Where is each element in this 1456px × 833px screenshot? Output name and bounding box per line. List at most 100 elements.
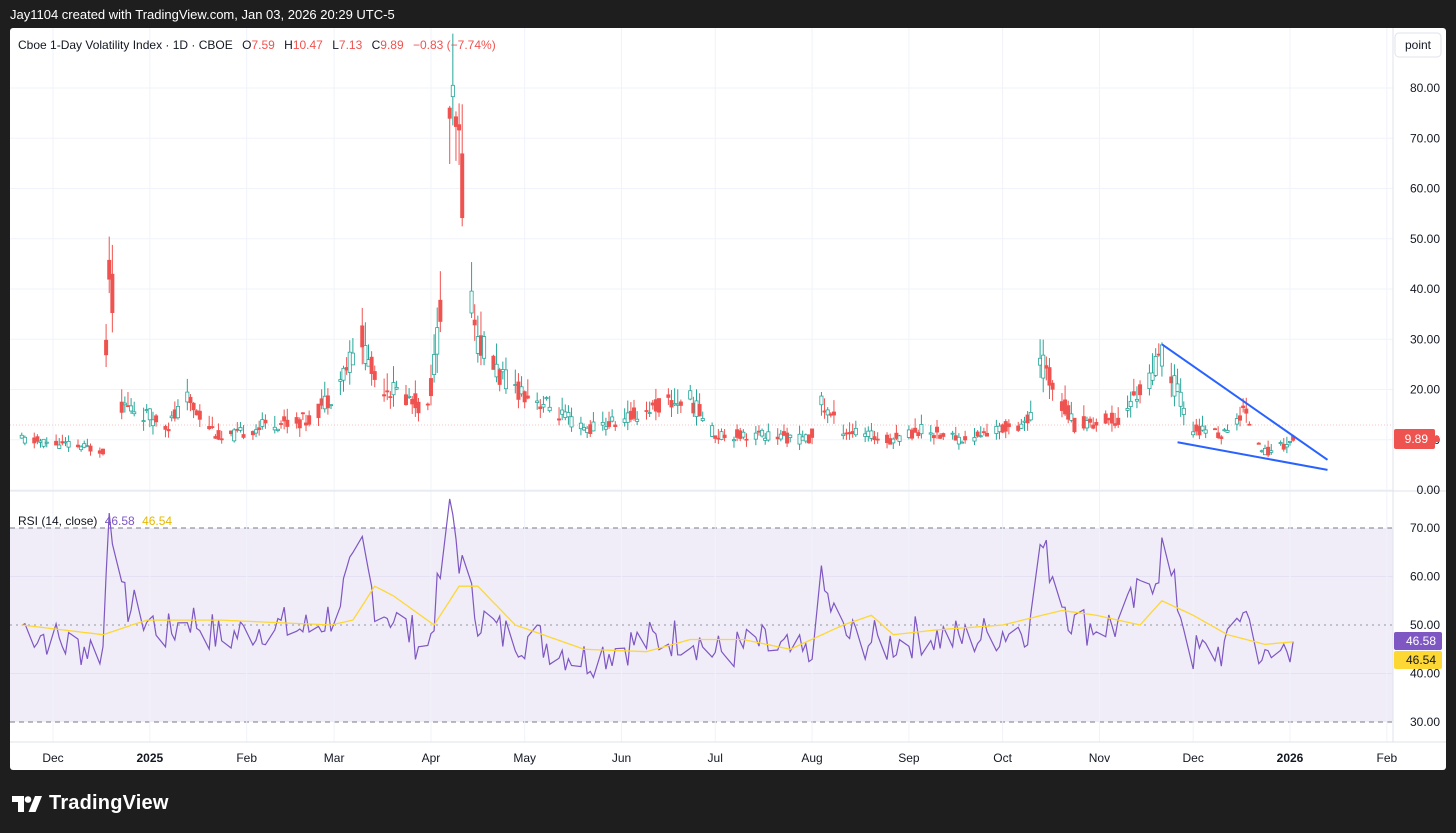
- candle-body: [607, 421, 612, 427]
- candle-body: [522, 391, 527, 403]
- candle-body: [913, 427, 918, 433]
- candle-body: [956, 436, 961, 445]
- candle-body: [350, 352, 355, 366]
- candle-body: [241, 434, 246, 438]
- chart-area[interactable]: 0.0010.0020.0030.0040.0050.0060.0070.008…: [10, 28, 1446, 770]
- candle-body: [1131, 391, 1136, 396]
- candle-body: [472, 319, 477, 326]
- candle-body: [1234, 418, 1239, 425]
- time-tick-label: 2025: [136, 751, 163, 765]
- candle-body: [60, 441, 65, 444]
- last-price-text: 9.89: [1405, 432, 1429, 446]
- candle-body: [931, 435, 936, 439]
- legend-line: Cboe 1-Day Volatility Index · 1D · CBOE …: [18, 38, 496, 52]
- candle-body: [841, 433, 846, 437]
- candle-body: [1006, 423, 1011, 428]
- candle-body: [803, 434, 808, 442]
- candle-body: [188, 396, 193, 404]
- candle-body: [1044, 365, 1049, 369]
- price-tick-label: 60.00: [1410, 182, 1440, 196]
- candle-body: [941, 433, 946, 437]
- candle-body: [238, 427, 243, 431]
- candle-body: [538, 406, 543, 410]
- candle-body: [1269, 450, 1274, 453]
- trendline-drawings[interactable]: [1161, 343, 1329, 471]
- candle-body: [1222, 429, 1227, 432]
- candle-body: [35, 436, 40, 442]
- candle-body: [360, 325, 365, 348]
- candle-body: [1081, 416, 1086, 429]
- credit-text: Jay1104 created with TradingView.com, Ja…: [10, 7, 395, 22]
- candle-body: [229, 430, 234, 435]
- candle-body: [279, 423, 284, 425]
- time-tick-label: Feb: [236, 751, 257, 765]
- time-tick-label: Aug: [801, 751, 822, 765]
- candle-body: [763, 437, 768, 441]
- candle-body: [1072, 417, 1077, 433]
- candle-body: [338, 379, 343, 382]
- candle-body: [566, 412, 571, 418]
- candle-body: [322, 395, 327, 410]
- candle-body: [525, 395, 530, 399]
- candle-body: [1281, 443, 1286, 450]
- chart-canvas[interactable]: 0.0010.0020.0030.0040.0050.0060.0070.008…: [10, 28, 1446, 770]
- candle-body: [22, 436, 27, 444]
- brand-name: TradingView: [49, 792, 169, 814]
- candle-body: [756, 430, 761, 433]
- candle-body: [1194, 424, 1199, 432]
- candle-body: [1225, 430, 1230, 433]
- time-tick-label: Oct: [993, 751, 1012, 765]
- candle-body: [428, 378, 433, 397]
- candle-body: [232, 429, 237, 442]
- candle-body: [1088, 418, 1093, 423]
- price-axis[interactable]: 0.0010.0020.0030.0040.0050.0060.0070.008…: [1410, 81, 1440, 497]
- legend-open-label: O: [242, 38, 251, 52]
- candle-body: [216, 430, 221, 440]
- candle-body: [469, 290, 474, 314]
- candle-body: [888, 438, 893, 445]
- candle-body: [410, 398, 415, 405]
- candle-body: [282, 416, 287, 422]
- candle-series: [19, 33, 1296, 458]
- candle-body: [697, 404, 702, 417]
- candle-body: [716, 437, 721, 440]
- candle-body: [66, 440, 71, 448]
- candle-body: [806, 434, 811, 444]
- footer: TradingView: [0, 770, 1456, 833]
- candle-body: [953, 435, 958, 441]
- candle-body: [366, 359, 371, 367]
- candle-body: [97, 450, 102, 454]
- time-axis[interactable]: Dec 2025 Feb Mar Apr May Jun Jul Aug Sep Oct Nov Dec…: [42, 751, 1397, 765]
- price-tick-label: 80.00: [1410, 81, 1440, 95]
- rsi-grid: [10, 527, 1393, 723]
- price-tick-label: 30.00: [1410, 332, 1440, 346]
- brand-logo[interactable]: TradingView: [12, 792, 169, 815]
- scale-mode-button[interactable]: point: [1394, 32, 1442, 58]
- rsi-legend: RSI (14, close) 46.58 46.54: [18, 514, 172, 528]
- candle-body: [1213, 428, 1218, 431]
- candle-body: [775, 436, 780, 440]
- rsi-ma-badge-text: 46.54: [1406, 653, 1436, 667]
- candle-body: [766, 431, 771, 441]
- rsi-axis[interactable]: 30.00 40.00 50.00 60.00 70.00: [1410, 521, 1440, 729]
- candle-body: [694, 400, 699, 417]
- candle-body: [447, 107, 452, 119]
- candle-body: [125, 405, 130, 407]
- candle-body: [416, 401, 421, 414]
- candle-body: [119, 401, 124, 413]
- candle-body: [82, 443, 87, 448]
- candle-body: [975, 431, 980, 437]
- time-tick-label: Mar: [324, 751, 345, 765]
- candle-body: [1022, 420, 1027, 423]
- candle-body: [1284, 444, 1289, 448]
- candle-body: [919, 424, 924, 435]
- candle-body: [191, 402, 196, 411]
- candle-body: [672, 403, 677, 406]
- candle-body: [1256, 442, 1261, 445]
- candle-body: [688, 390, 693, 400]
- candle-body: [788, 434, 793, 438]
- candle-body: [722, 434, 727, 438]
- candle-body: [385, 390, 390, 393]
- candle-body: [1197, 426, 1202, 436]
- candle-body: [1278, 442, 1283, 445]
